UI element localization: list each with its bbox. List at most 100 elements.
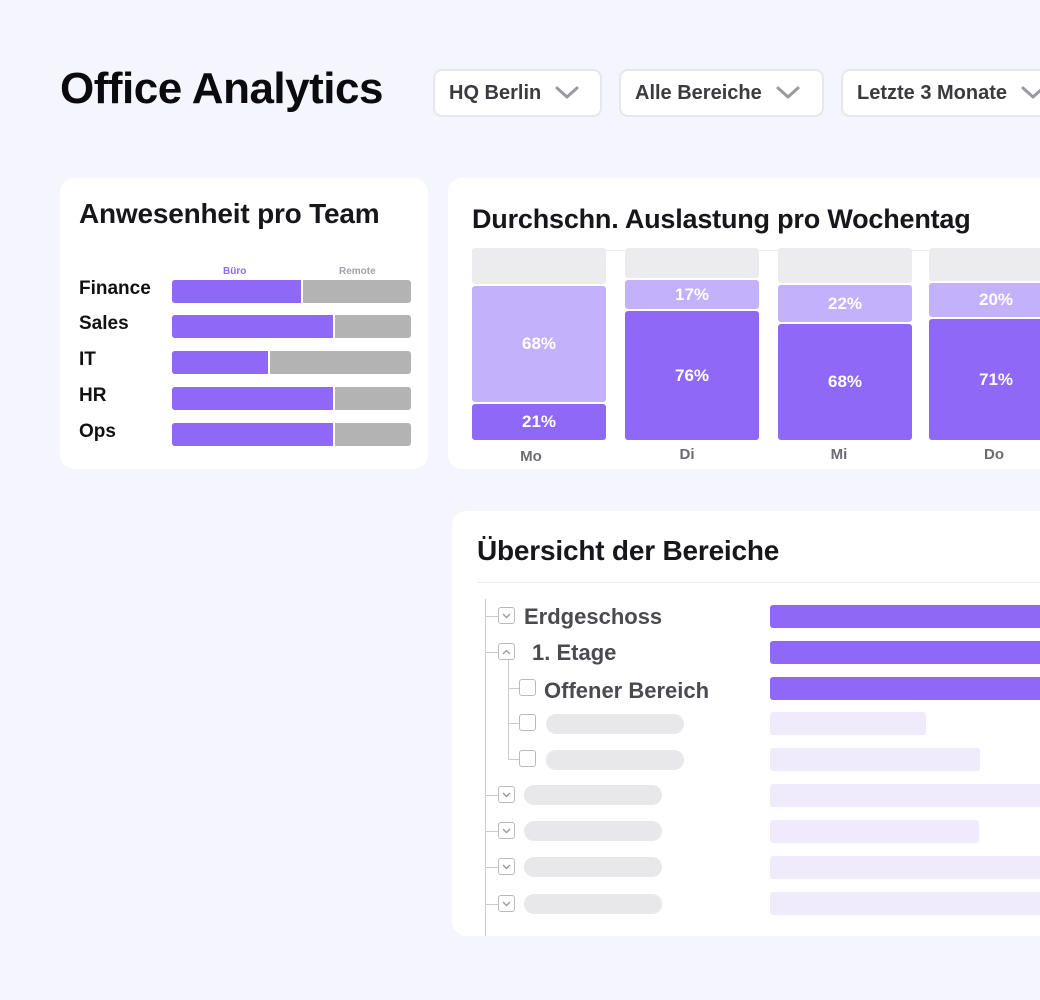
location-filter-dropdown[interactable]: HQ Berlin xyxy=(433,69,602,117)
office-share-segment xyxy=(172,387,335,410)
area-filter-label: Alle Bereiche xyxy=(635,81,762,104)
area-bar-placeholder xyxy=(770,784,1040,807)
expand-toggle[interactable] xyxy=(498,858,515,875)
area-label-etage[interactable]: 1. Etage xyxy=(532,640,617,665)
tree-connector xyxy=(485,599,486,936)
tree-connector xyxy=(508,723,520,724)
day-label-mi: Mi xyxy=(830,446,848,463)
bar-cap xyxy=(472,248,606,284)
tree-connector xyxy=(485,867,499,868)
chevron-down-icon xyxy=(555,86,579,100)
attendance-bar xyxy=(172,423,411,446)
team-name: Sales xyxy=(79,313,129,334)
team-attendance-title: Anwesenheit pro Team xyxy=(79,198,380,229)
checkbox[interactable] xyxy=(519,750,536,767)
chevron-down-icon xyxy=(502,792,511,797)
area-bar xyxy=(770,605,1040,628)
page-title: Office Analytics xyxy=(60,64,383,113)
utilization-title: Durchschn. Auslastung pro Wochentag xyxy=(472,204,971,234)
attendance-bar xyxy=(172,387,411,410)
day-label-mo: Mo xyxy=(520,448,542,465)
chevron-down-icon xyxy=(776,86,800,100)
bar-label: 76% xyxy=(674,365,710,385)
bar-segment-dark: 76% xyxy=(625,311,759,440)
placeholder-label xyxy=(546,750,684,770)
expand-toggle[interactable] xyxy=(498,786,515,803)
area-label-erdgeschoss[interactable]: Erdgeschoss xyxy=(524,604,663,629)
areas-overview-title: Übersicht der Bereiche xyxy=(477,535,780,566)
team-name: Finance xyxy=(79,278,151,299)
tree-connector xyxy=(485,904,499,905)
attendance-bar xyxy=(172,315,411,338)
bar-segment-light: 20% xyxy=(929,283,1040,317)
placeholder-label xyxy=(524,857,662,877)
team-name: Ops xyxy=(79,421,116,442)
area-filter-dropdown[interactable]: Alle Bereiche xyxy=(619,69,824,117)
team-attendance-card: Anwesenheit pro Team Büro Remote Finance… xyxy=(60,178,428,469)
team-row-hr: HR xyxy=(79,385,419,410)
areas-overview-card: Übersicht der Bereiche Erdgeschoss 1. Et… xyxy=(452,511,1040,936)
bar-segment-dark: 71% xyxy=(929,319,1040,440)
tree-connector xyxy=(485,652,499,653)
bar-cap xyxy=(778,248,912,283)
placeholder-label xyxy=(524,821,662,841)
expand-toggle[interactable] xyxy=(498,895,515,912)
office-share-segment xyxy=(172,351,270,374)
office-share-segment xyxy=(172,423,335,446)
bar-label: 21% xyxy=(521,412,557,431)
chevron-down-icon xyxy=(1021,86,1040,100)
tree-connector xyxy=(485,616,499,617)
area-bar-placeholder xyxy=(770,856,1040,879)
chevron-down-icon xyxy=(502,864,511,869)
placeholder-label xyxy=(546,714,684,734)
period-filter-dropdown[interactable]: Letzte 3 Monate xyxy=(841,69,1040,117)
utilization-card: Durchschn. Auslastung pro Wochentag 68% … xyxy=(448,178,1040,469)
bar-cap xyxy=(625,248,759,278)
bar-label: 68% xyxy=(827,372,863,391)
bar-label: 68% xyxy=(521,334,557,353)
area-bar-placeholder xyxy=(770,820,979,843)
chevron-up-icon xyxy=(502,649,511,654)
bar-column-mi: 22% 68% xyxy=(778,248,912,440)
team-row-finance: Finance xyxy=(79,278,419,303)
bar-label: 17% xyxy=(674,284,710,304)
tree-connector xyxy=(508,660,509,760)
team-row-sales: Sales xyxy=(79,313,419,338)
bar-segment-dark: 68% xyxy=(778,324,912,440)
attendance-bar xyxy=(172,280,411,303)
chevron-down-icon xyxy=(502,828,511,833)
bar-segment-dark: 21% xyxy=(472,404,606,440)
chevron-down-icon xyxy=(502,613,511,618)
expand-toggle[interactable] xyxy=(498,822,515,839)
bar-column-mo: 68% 21% xyxy=(472,248,606,440)
team-row-ops: Ops xyxy=(79,421,419,446)
attendance-bar xyxy=(172,351,411,374)
office-share-segment xyxy=(172,280,304,303)
day-label-do: Do xyxy=(984,446,1004,463)
area-bar-placeholder xyxy=(770,748,980,771)
team-name: IT xyxy=(79,349,96,370)
team-name: HR xyxy=(79,385,107,406)
bar-segment-light: 22% xyxy=(778,285,912,322)
expand-toggle[interactable] xyxy=(498,607,515,624)
checkbox[interactable] xyxy=(519,714,536,731)
legend-office: Büro xyxy=(223,266,247,277)
period-filter-label: Letzte 3 Monate xyxy=(857,81,1008,104)
area-label-offener-bereich[interactable]: Offener Bereich xyxy=(544,678,710,703)
day-label-di: Di xyxy=(679,446,695,463)
collapse-toggle[interactable] xyxy=(498,643,515,660)
tree-connector xyxy=(508,759,520,760)
location-filter-label: HQ Berlin xyxy=(449,81,542,104)
bar-cap xyxy=(929,248,1040,281)
tree-connector xyxy=(485,831,499,832)
area-bar xyxy=(770,641,1040,664)
area-bar-placeholder xyxy=(770,712,926,735)
legend-remote: Remote xyxy=(339,266,376,277)
placeholder-label xyxy=(524,785,662,805)
chevron-down-icon xyxy=(502,901,511,906)
office-share-segment xyxy=(172,315,335,338)
team-row-it: IT xyxy=(79,349,419,374)
checkbox[interactable] xyxy=(519,679,536,696)
bar-column-do: 20% 71% xyxy=(929,248,1040,440)
bar-label: 20% xyxy=(978,290,1014,309)
